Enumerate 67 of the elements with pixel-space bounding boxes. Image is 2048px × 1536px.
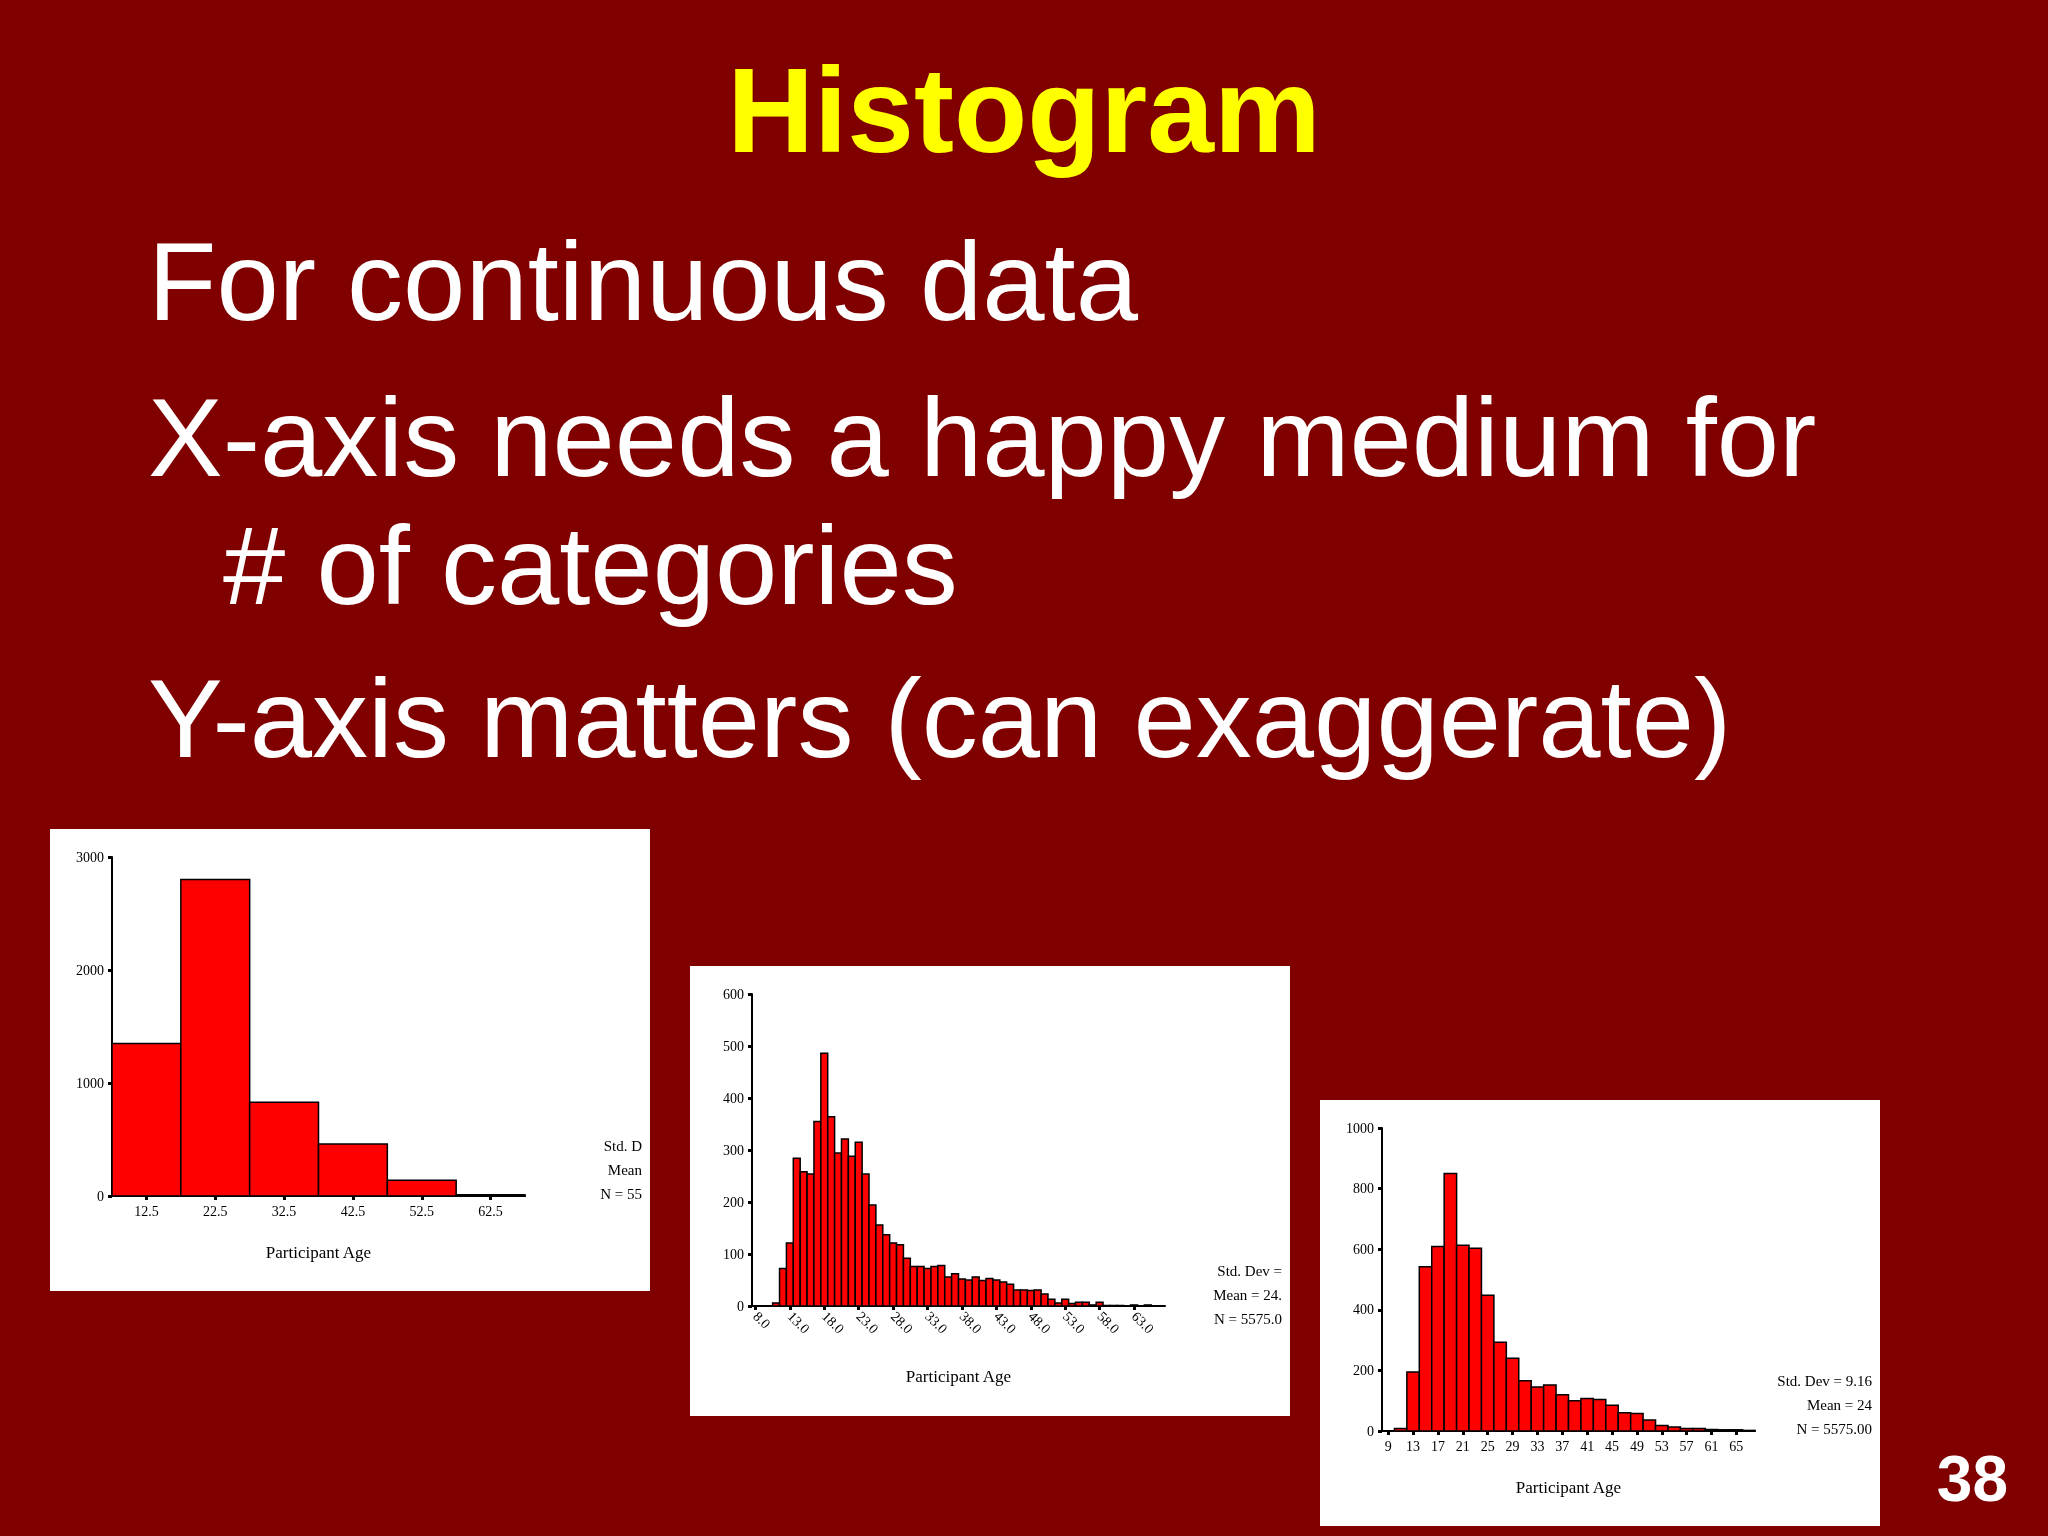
x-tick-label: 49 [1629, 1438, 1644, 1454]
x-tick-label: 17 [1430, 1438, 1445, 1454]
x-axis-title: Participant Age [905, 1367, 1012, 1386]
x-tick-label: 38.0 [956, 1308, 985, 1337]
x-tick-label: 52.5 [409, 1203, 434, 1219]
y-tick-label: 400 [723, 1090, 744, 1106]
text: N = 5575.0 [1213, 1310, 1282, 1327]
y-tick-label: 500 [723, 1038, 744, 1054]
y-tick-label: 800 [1353, 1181, 1374, 1197]
x-axis-title: Participant Age [265, 1243, 372, 1262]
x-tick-label: 42.5 [340, 1203, 366, 1219]
y-tick-label: 1000 [1346, 1120, 1374, 1136]
x-tick-label: 43.0 [991, 1308, 1019, 1337]
text: Std. D [603, 1137, 643, 1154]
x-tick-label: 13 [1406, 1438, 1421, 1454]
x-tick-label: 25 [1480, 1438, 1495, 1454]
text: N = 55 [600, 1185, 642, 1202]
x-tick-label: 53.0 [1059, 1308, 1088, 1337]
y-tick-label: 0 [737, 1298, 744, 1314]
text: Histogram [726, 42, 1322, 180]
y-tick-label: 0 [1367, 1423, 1374, 1439]
x-tick-label: 45 [1605, 1438, 1620, 1454]
y-tick-label: 600 [1353, 1241, 1374, 1257]
x-tick-label: 18.0 [818, 1308, 847, 1337]
x-tick-label: 23.0 [853, 1308, 882, 1337]
text: X-axis needs a happy medium for # of categories [148, 374, 1818, 630]
x-tick-label: 48.0 [1025, 1308, 1054, 1337]
text: Std. Dev = 9.16 [1777, 1372, 1873, 1389]
x-tick-label: 21 [1455, 1438, 1470, 1454]
text: Mean = 24 [1806, 1396, 1873, 1413]
y-tick-label: 1000 [76, 1075, 104, 1091]
x-tick-label: 12.5 [134, 1203, 159, 1219]
x-tick-label: 37 [1555, 1438, 1570, 1454]
x-tick-label: 62.5 [478, 1203, 503, 1219]
y-tick-label: 3000 [76, 849, 104, 865]
x-tick-label: 33 [1530, 1438, 1545, 1454]
y-tick-label: 600 [723, 986, 744, 1002]
x-tick-label: 32.5 [271, 1203, 297, 1219]
text: Mean = 24. [1213, 1286, 1283, 1303]
text: 38 [1936, 1442, 2008, 1516]
x-tick-label: 63.0 [1128, 1308, 1157, 1337]
x-tick-label: 29 [1505, 1438, 1520, 1454]
y-tick-label: 300 [723, 1142, 744, 1158]
text: Y-axis matters (can exaggerate) [148, 655, 1733, 783]
x-tick-label: 13.0 [784, 1308, 813, 1337]
x-tick-label: 33.0 [922, 1308, 951, 1337]
x-axis-title: Participant Age [1515, 1478, 1622, 1497]
x-tick-label: 58.0 [1094, 1308, 1123, 1337]
x-tick-label: 41 [1580, 1438, 1595, 1454]
text: N = 5575.00 [1796, 1420, 1872, 1437]
x-tick-label: 22.5 [203, 1203, 228, 1219]
x-tick-label: 57 [1679, 1438, 1694, 1454]
text: Std. Dev = [1217, 1262, 1283, 1279]
y-tick-label: 200 [723, 1194, 744, 1210]
x-tick-label: 8.0 [750, 1308, 774, 1332]
text: For continuous data [148, 218, 1139, 346]
x-tick-label: 53 [1654, 1438, 1669, 1454]
x-tick-label: 9 [1384, 1438, 1392, 1454]
text: Mean [607, 1161, 643, 1178]
y-tick-label: 400 [1353, 1302, 1374, 1318]
y-tick-label: 2000 [76, 962, 104, 978]
y-tick-label: 100 [723, 1246, 744, 1262]
y-tick-label: 0 [97, 1188, 104, 1204]
y-tick-label: 200 [1353, 1362, 1374, 1378]
x-tick-label: 61 [1704, 1438, 1719, 1454]
x-tick-label: 28.0 [887, 1308, 916, 1337]
x-tick-label: 65 [1729, 1438, 1744, 1454]
